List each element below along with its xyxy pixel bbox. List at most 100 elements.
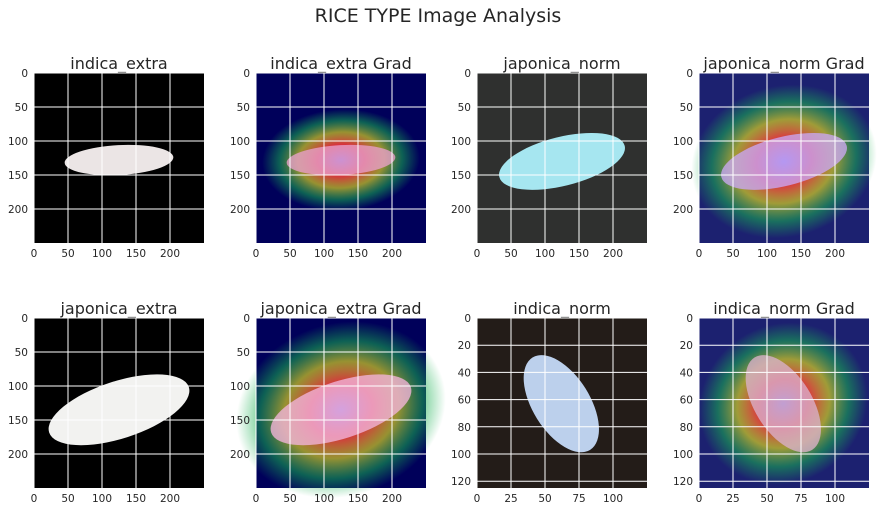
x-tick-label: 0 <box>31 248 38 260</box>
rice-grain <box>286 144 396 176</box>
y-tick-label: 150 <box>673 170 693 182</box>
x-tick-label: 0 <box>474 248 481 260</box>
rice-grain <box>523 355 599 453</box>
panel-3: japonica_norm Grad 0 50 100 150 200 0 50 100 150 2… <box>673 54 877 260</box>
x-tick-label: 100 <box>314 248 334 260</box>
y-tick-label: 100 <box>451 136 471 148</box>
y-tick-label: 120 <box>451 476 471 488</box>
panel-1: indica_extra Grad 0 50 100 150 200 0 50 100 150 20… <box>230 54 426 260</box>
y-tick-label: 100 <box>673 136 693 148</box>
x-tick-label: 100 <box>92 493 112 505</box>
panel-title: indica_extra Grad <box>270 54 412 74</box>
y-tick-label: 100 <box>673 449 693 461</box>
y-tick-label: 200 <box>230 204 250 216</box>
y-tick-label: 200 <box>451 204 471 216</box>
y-tick-label: 100 <box>451 449 471 461</box>
x-tick-label: 50 <box>726 248 739 260</box>
x-tick-label: 150 <box>126 248 146 260</box>
y-tick-label: 0 <box>21 313 28 325</box>
y-tick-label: 150 <box>451 170 471 182</box>
x-tick-label: 100 <box>535 248 555 260</box>
y-tick-label: 0 <box>243 68 250 80</box>
y-tick-label: 200 <box>8 204 28 216</box>
y-tick-label: 150 <box>8 170 28 182</box>
y-tick-label: 50 <box>15 102 28 114</box>
panel-4: japonica_extra 0 50 100 150 200 0 50 100 150 200 <box>8 299 204 505</box>
y-tick-label: 40 <box>458 367 471 379</box>
x-tick-label: 100 <box>603 493 623 505</box>
x-tick-label: 200 <box>160 493 180 505</box>
x-tick-label: 50 <box>61 248 74 260</box>
x-tick-label: 200 <box>160 248 180 260</box>
y-tick-label: 0 <box>686 68 693 80</box>
y-tick-label: 150 <box>230 415 250 427</box>
panel-title: japonica_extra Grad <box>259 299 421 319</box>
y-tick-label: 0 <box>464 313 471 325</box>
x-tick-label: 50 <box>538 493 551 505</box>
x-tick-label: 100 <box>314 493 334 505</box>
panel-0: indica_extra 0 50 100 150 200 0 50 100 150 200 <box>8 54 204 260</box>
x-tick-label: 50 <box>283 493 296 505</box>
y-tick-label: 0 <box>243 313 250 325</box>
x-tick-label: 150 <box>348 248 368 260</box>
x-tick-label: 150 <box>126 493 146 505</box>
y-tick-label: 20 <box>458 340 471 352</box>
x-tick-label: 200 <box>603 248 623 260</box>
x-tick-label: 50 <box>760 493 773 505</box>
y-tick-label: 150 <box>8 415 28 427</box>
y-tick-label: 200 <box>8 449 28 461</box>
y-tick-label: 0 <box>686 313 693 325</box>
x-tick-label: 25 <box>504 493 517 505</box>
x-tick-label: 0 <box>696 493 703 505</box>
y-tick-label: 0 <box>464 68 471 80</box>
panel-7: indica_norm Grad 0 25 50 75 100 0 20 40 60 80 100 12… <box>673 299 869 505</box>
x-tick-label: 100 <box>92 248 112 260</box>
x-tick-label: 0 <box>474 493 481 505</box>
x-tick-label: 150 <box>569 248 589 260</box>
x-tick-label: 75 <box>794 493 807 505</box>
panel-title: indica_norm <box>513 299 611 319</box>
x-tick-label: 100 <box>825 493 845 505</box>
x-tick-label: 0 <box>696 248 703 260</box>
rice-grain <box>270 374 412 446</box>
x-tick-label: 50 <box>283 248 296 260</box>
x-tick-label: 200 <box>382 248 402 260</box>
x-tick-label: 50 <box>61 493 74 505</box>
panel-2: japonica_norm 0 50 100 150 200 0 50 100 150 200 <box>451 54 647 260</box>
y-tick-label: 100 <box>8 136 28 148</box>
panel-title: indica_extra <box>70 54 167 74</box>
y-tick-label: 100 <box>230 136 250 148</box>
x-tick-label: 100 <box>757 248 777 260</box>
x-tick-label: 200 <box>382 493 402 505</box>
y-tick-label: 50 <box>458 102 471 114</box>
y-tick-label: 80 <box>458 422 471 434</box>
rice-grain <box>745 355 821 453</box>
y-tick-label: 100 <box>230 381 250 393</box>
y-tick-label: 50 <box>237 102 250 114</box>
y-tick-label: 50 <box>15 347 28 359</box>
x-tick-label: 0 <box>253 493 260 505</box>
figure-title: RICE TYPE Image Analysis <box>315 5 562 27</box>
y-tick-label: 20 <box>680 340 693 352</box>
x-tick-label: 150 <box>348 493 368 505</box>
y-tick-label: 50 <box>680 102 693 114</box>
y-tick-label: 40 <box>680 367 693 379</box>
y-tick-label: 0 <box>21 68 28 80</box>
y-tick-label: 120 <box>673 476 693 488</box>
panel-title: japonica_norm <box>502 54 620 74</box>
panel-6: indica_norm 0 25 50 75 100 0 20 40 60 80 100 120 <box>451 299 647 505</box>
panel-5: japonica_extra Grad 0 50 100 150 200 0 50 100 150… <box>230 299 446 505</box>
x-tick-label: 25 <box>726 493 739 505</box>
rice-grain <box>48 374 190 446</box>
x-tick-label: 150 <box>791 248 811 260</box>
rice-grain <box>721 132 847 190</box>
x-tick-label: 200 <box>825 248 845 260</box>
x-tick-label: 0 <box>31 493 38 505</box>
y-tick-label: 100 <box>8 381 28 393</box>
rice-grain <box>499 132 625 190</box>
y-tick-label: 80 <box>680 422 693 434</box>
y-tick-label: 60 <box>680 395 693 407</box>
y-tick-label: 200 <box>673 204 693 216</box>
panel-title: japonica_extra <box>59 299 177 319</box>
